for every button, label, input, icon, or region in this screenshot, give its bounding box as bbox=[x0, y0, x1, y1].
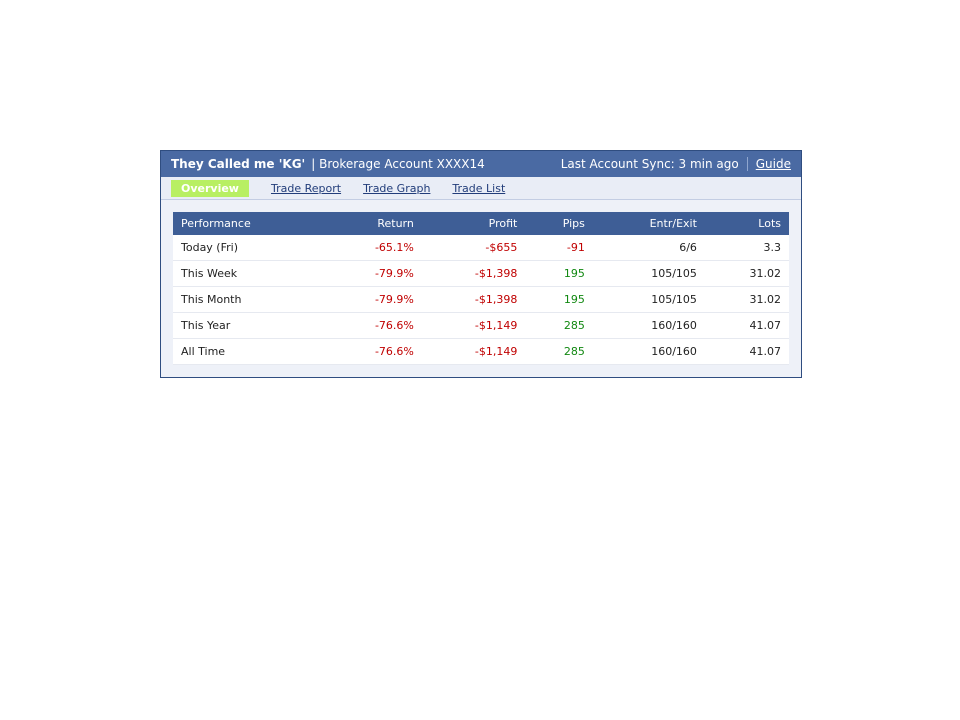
performance-column-header: Profit bbox=[421, 212, 526, 235]
performance-cell: 31.02 bbox=[704, 260, 789, 287]
performance-row: All Time -76.6% -$1,149 285 160/160 41.07 bbox=[173, 338, 789, 365]
performance-row: This Month -79.9% -$1,398 195 105/105 31.02 bbox=[173, 286, 789, 313]
performance-cell: 105/105 bbox=[592, 286, 705, 313]
performance-cell: -65.1% bbox=[324, 235, 422, 261]
tab-overview[interactable]: Overview bbox=[171, 179, 249, 197]
performance-cell: -$1,149 bbox=[421, 338, 526, 365]
performance-column-header: Return bbox=[324, 212, 422, 235]
performance-cell: 41.07 bbox=[704, 338, 789, 365]
performance-cell: 41.07 bbox=[704, 312, 789, 339]
tab-trade-report[interactable]: Trade Report bbox=[270, 181, 342, 195]
performance-cell: -$1,398 bbox=[421, 260, 526, 287]
performance-cell: Today (Fri) bbox=[173, 235, 325, 261]
sync-status: Last Account Sync: 3 min ago bbox=[560, 157, 739, 171]
guide-link[interactable]: Guide bbox=[746, 157, 791, 171]
performance-row: Today (Fri) -65.1% -$655 -91 6/6 3.3 bbox=[173, 235, 789, 261]
tab-bar: Overview Trade Report Trade Graph Trade … bbox=[161, 177, 801, 200]
performance-cell: -$655 bbox=[421, 235, 526, 261]
performance-row: This Year -76.6% -$1,149 285 160/160 41.07 bbox=[173, 312, 789, 339]
panel-title: They Called me 'KG' bbox=[171, 157, 306, 171]
performance-cell: 3.3 bbox=[704, 235, 789, 261]
performance-cell: -79.9% bbox=[324, 286, 422, 313]
performance-cell: 285 bbox=[525, 312, 593, 339]
performance-cell: -76.6% bbox=[324, 312, 422, 339]
performance-cell: All Time bbox=[173, 338, 325, 365]
panel-header: They Called me 'KG' | Brokerage Account … bbox=[161, 151, 801, 177]
account-label: | Brokerage Account XXXX14 bbox=[311, 157, 485, 171]
performance-cell: -$1,149 bbox=[421, 312, 526, 339]
performance-column-header: Entr/Exit bbox=[592, 212, 705, 235]
performance-cell: 105/105 bbox=[592, 260, 705, 287]
performance-cell: -76.6% bbox=[324, 338, 422, 365]
performance-cell: 285 bbox=[525, 338, 593, 365]
tab-trade-list[interactable]: Trade List bbox=[452, 181, 506, 195]
performance-cell: -91 bbox=[525, 235, 593, 261]
performance-column-header: Pips bbox=[525, 212, 593, 235]
performance-cell: 6/6 bbox=[592, 235, 705, 261]
performance-cell: 160/160 bbox=[592, 312, 705, 339]
performance-cell: 195 bbox=[525, 286, 593, 313]
performance-table: Performance Return Profit Pips Entr/Exit Lots… bbox=[173, 212, 789, 365]
performance-column-header: Performance bbox=[173, 212, 325, 235]
performance-cell: 160/160 bbox=[592, 338, 705, 365]
performance-cell: -$1,398 bbox=[421, 286, 526, 313]
performance-cell: 31.02 bbox=[704, 286, 789, 313]
performance-cell: This Week bbox=[173, 260, 325, 287]
tab-trade-graph[interactable]: Trade Graph bbox=[363, 181, 431, 195]
performance-cell: -79.9% bbox=[324, 260, 422, 287]
performance-row: This Week -79.9% -$1,398 195 105/105 31.02 bbox=[173, 260, 789, 287]
account-panel: They Called me 'KG' | Brokerage Account … bbox=[160, 150, 802, 378]
performance-column-header: Lots bbox=[704, 212, 789, 235]
performance-cell: This Year bbox=[173, 312, 325, 339]
performance-cell: 195 bbox=[525, 260, 593, 287]
performance-cell: This Month bbox=[173, 286, 325, 313]
